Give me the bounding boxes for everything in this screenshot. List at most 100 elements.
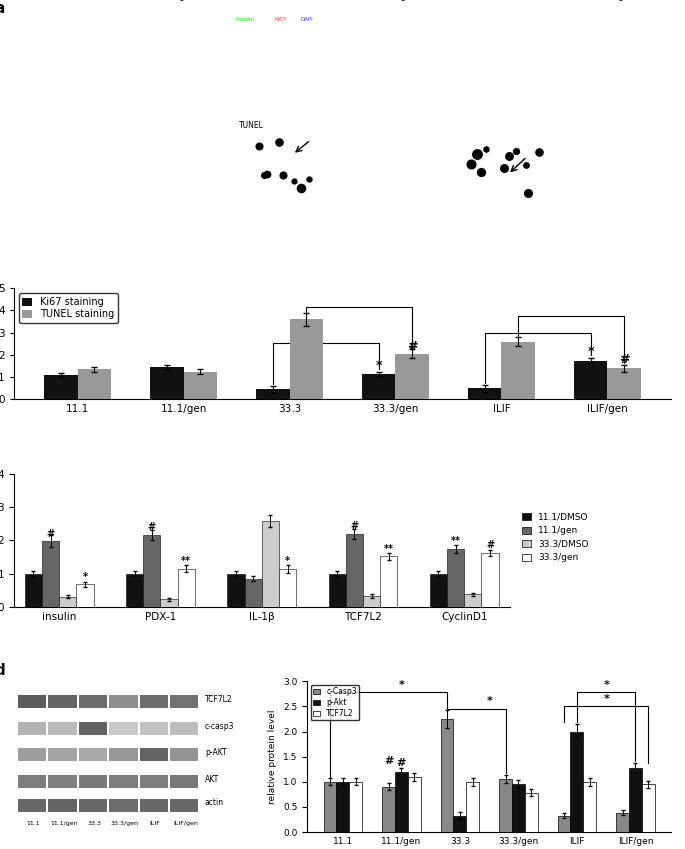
Text: 11.1/gen: 11.1/gen bbox=[50, 822, 77, 826]
Bar bbox=[18, 695, 47, 708]
Bar bbox=[323, 782, 336, 832]
Bar bbox=[380, 556, 397, 607]
Bar bbox=[25, 574, 42, 607]
Text: c-casp3: c-casp3 bbox=[205, 722, 234, 731]
Text: #: # bbox=[486, 540, 494, 550]
Bar bbox=[49, 722, 77, 735]
Text: 11.1: 11.1 bbox=[27, 822, 40, 826]
Bar bbox=[18, 775, 47, 788]
Bar bbox=[629, 767, 642, 832]
Bar bbox=[143, 535, 160, 607]
Legend: Ki67 staining, TUNEL staining: Ki67 staining, TUNEL staining bbox=[18, 293, 118, 323]
Bar bbox=[608, 368, 641, 400]
Text: ILIF: ILIF bbox=[149, 822, 160, 826]
Bar bbox=[184, 372, 217, 400]
Bar bbox=[464, 594, 482, 607]
Bar bbox=[140, 722, 168, 735]
Bar bbox=[140, 799, 168, 812]
Bar bbox=[440, 719, 453, 832]
Text: 33.3/DMSO: 33.3/DMSO bbox=[264, 0, 311, 1]
Bar bbox=[468, 388, 501, 400]
Text: *: * bbox=[285, 556, 290, 566]
Y-axis label: relative protein level: relative protein level bbox=[269, 710, 277, 804]
Bar bbox=[642, 784, 655, 832]
Bar bbox=[18, 799, 47, 812]
Text: *: * bbox=[587, 346, 594, 358]
Bar bbox=[512, 784, 525, 832]
Bar bbox=[329, 574, 346, 607]
Bar bbox=[447, 548, 464, 607]
Text: p-AKT: p-AKT bbox=[205, 748, 227, 757]
Bar bbox=[290, 319, 323, 400]
Bar bbox=[44, 375, 77, 400]
Text: *: * bbox=[399, 680, 404, 689]
Text: #: # bbox=[397, 757, 406, 767]
Text: 33.3: 33.3 bbox=[87, 822, 101, 826]
Bar bbox=[482, 553, 499, 607]
Bar bbox=[18, 722, 47, 735]
Text: **: ** bbox=[182, 556, 191, 566]
Bar bbox=[170, 799, 199, 812]
Bar bbox=[18, 748, 47, 762]
Text: a: a bbox=[0, 1, 5, 16]
Bar bbox=[571, 732, 584, 832]
Bar bbox=[42, 542, 60, 607]
Bar bbox=[227, 574, 245, 607]
Bar bbox=[140, 775, 168, 788]
Text: **: ** bbox=[451, 537, 460, 547]
Text: ILIF/gen: ILIF/gen bbox=[173, 822, 198, 826]
Text: TUNEL: TUNEL bbox=[238, 121, 264, 130]
Text: #: # bbox=[407, 340, 418, 353]
Bar bbox=[453, 816, 466, 832]
Bar bbox=[110, 722, 138, 735]
Bar bbox=[616, 813, 629, 832]
Text: *: * bbox=[375, 359, 382, 373]
Bar bbox=[49, 695, 77, 708]
Bar bbox=[49, 775, 77, 788]
Legend: 11.1/DMSO, 11.1/gen, 33.3/DMSO, 33.3/gen: 11.1/DMSO, 11.1/gen, 33.3/DMSO, 33.3/gen bbox=[521, 512, 589, 564]
Bar bbox=[79, 722, 107, 735]
Text: DAPI: DAPI bbox=[300, 17, 313, 22]
Text: *: * bbox=[603, 694, 609, 704]
Bar bbox=[429, 574, 447, 607]
Bar bbox=[77, 584, 94, 607]
Text: ILIF/DMSO: ILIF/DMSO bbox=[486, 0, 530, 1]
Bar bbox=[525, 793, 538, 832]
Bar bbox=[362, 374, 395, 400]
Bar bbox=[49, 748, 77, 762]
Bar bbox=[140, 748, 168, 762]
Bar bbox=[395, 354, 429, 400]
Text: 33.3/gen: 33.3/gen bbox=[379, 0, 416, 1]
Text: 11.1/gen: 11.1/gen bbox=[158, 0, 196, 1]
Text: **: ** bbox=[384, 543, 394, 554]
Bar bbox=[349, 782, 362, 832]
Legend: c-Casp3, p-Akt, TCF7L2: c-Casp3, p-Akt, TCF7L2 bbox=[311, 685, 359, 721]
Text: d: d bbox=[0, 663, 5, 678]
Bar bbox=[140, 695, 168, 708]
Text: Ki67: Ki67 bbox=[275, 17, 286, 22]
Text: #: # bbox=[384, 756, 393, 766]
Bar bbox=[501, 341, 536, 400]
Text: 33.3/gen: 33.3/gen bbox=[110, 822, 138, 826]
Bar bbox=[110, 775, 138, 788]
Bar bbox=[170, 775, 199, 788]
Bar bbox=[79, 748, 107, 762]
Text: #: # bbox=[619, 352, 630, 366]
Text: AKT: AKT bbox=[205, 774, 219, 784]
Text: *: * bbox=[603, 680, 609, 689]
Bar bbox=[110, 748, 138, 762]
Text: actin: actin bbox=[205, 798, 224, 807]
Text: *: * bbox=[486, 696, 492, 706]
Bar bbox=[363, 596, 380, 607]
Bar bbox=[170, 748, 199, 762]
Bar bbox=[79, 799, 107, 812]
Text: TCF7L2: TCF7L2 bbox=[205, 695, 233, 705]
Text: #: # bbox=[148, 522, 156, 532]
Bar bbox=[262, 521, 279, 607]
Bar bbox=[110, 799, 138, 812]
Bar bbox=[382, 787, 395, 832]
Text: ILIF/gen: ILIF/gen bbox=[601, 0, 635, 1]
Bar bbox=[177, 569, 195, 607]
Bar bbox=[499, 779, 512, 832]
Bar bbox=[149, 368, 184, 400]
